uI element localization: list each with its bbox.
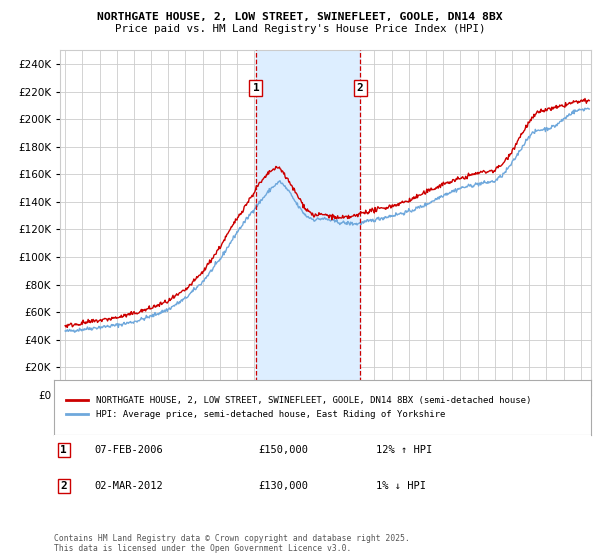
Text: Contains HM Land Registry data © Crown copyright and database right 2025.
This d: Contains HM Land Registry data © Crown c… bbox=[54, 534, 410, 553]
Text: 1: 1 bbox=[61, 445, 67, 455]
Text: 12% ↑ HPI: 12% ↑ HPI bbox=[376, 445, 433, 455]
Text: £150,000: £150,000 bbox=[258, 445, 308, 455]
Text: £130,000: £130,000 bbox=[258, 481, 308, 491]
Text: 2: 2 bbox=[357, 83, 364, 94]
Text: 07-FEB-2006: 07-FEB-2006 bbox=[94, 445, 163, 455]
Text: 2: 2 bbox=[61, 481, 67, 491]
Text: 1% ↓ HPI: 1% ↓ HPI bbox=[376, 481, 426, 491]
Text: 02-MAR-2012: 02-MAR-2012 bbox=[94, 481, 163, 491]
Legend: NORTHGATE HOUSE, 2, LOW STREET, SWINEFLEET, GOOLE, DN14 8BX (semi-detached house: NORTHGATE HOUSE, 2, LOW STREET, SWINEFLE… bbox=[61, 391, 535, 423]
Text: Price paid vs. HM Land Registry's House Price Index (HPI): Price paid vs. HM Land Registry's House … bbox=[115, 24, 485, 34]
Text: NORTHGATE HOUSE, 2, LOW STREET, SWINEFLEET, GOOLE, DN14 8BX: NORTHGATE HOUSE, 2, LOW STREET, SWINEFLE… bbox=[97, 12, 503, 22]
Text: 1: 1 bbox=[253, 83, 259, 94]
Bar bbox=[256, 50, 360, 395]
